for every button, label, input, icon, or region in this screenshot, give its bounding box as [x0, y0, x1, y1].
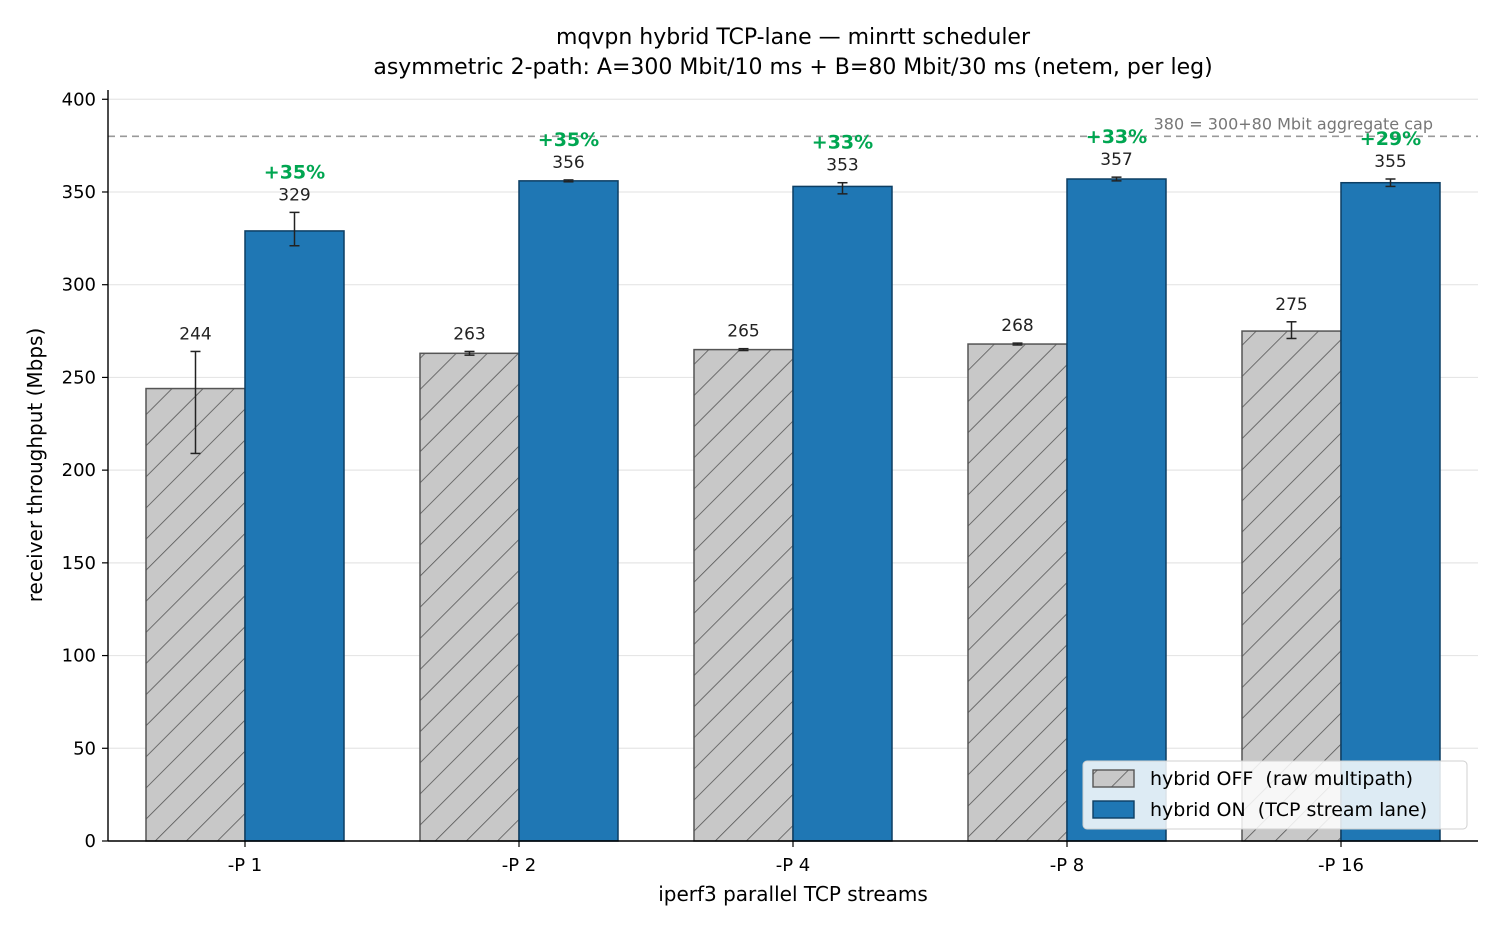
bar-off-3 [967, 343, 1068, 842]
legend: hybrid OFF (raw multipath) hybrid ON (TCP… [1082, 760, 1468, 830]
bar-off-1 [419, 352, 520, 842]
value-label-1-0: 329 [278, 185, 310, 205]
x-axis-label: iperf3 parallel TCP streams [658, 882, 928, 906]
x-tick-label-3: -P 8 [1050, 855, 1085, 876]
axes: 0 50 100 150 200 250 300 350 400 -P 1 -P 2 -P 4 -P 8… [62, 89, 1478, 876]
value-label-1-1: 356 [552, 153, 584, 173]
y-tick-label-7: 350 [62, 182, 96, 203]
bar-on-3 [1066, 178, 1167, 842]
x-tick-label-4: -P 16 [1318, 855, 1364, 876]
y-tick-label-5: 250 [62, 367, 96, 388]
y-tick-label-0: 0 [85, 831, 96, 852]
bar-off-2 [693, 348, 794, 842]
chart-title: mqvpn hybrid TCP-lane — minrtt scheduler [556, 25, 1031, 50]
legend-box [1082, 760, 1468, 830]
chart-subtitle: asymmetric 2-path: A=300 Mbit/10 ms + B=… [373, 55, 1212, 80]
value-label-0-2: 265 [727, 322, 759, 342]
value-label-0-1: 263 [453, 324, 485, 344]
value-label-1-3: 357 [1100, 150, 1132, 170]
value-label-0-0: 244 [179, 324, 211, 344]
legend-label-0: hybrid OFF (raw multipath) [1150, 768, 1413, 790]
improvement-label-2: +33% [812, 132, 873, 154]
legend-swatch-0 [1092, 769, 1135, 788]
reference-line-label: 380 = 300+80 Mbit aggregate cap [1154, 114, 1433, 133]
bar-off-4 [1241, 330, 1342, 842]
bars: 244329+35%263356+35%265353+33%268357+33%… [145, 126, 1441, 842]
y-tick-label-8: 400 [62, 89, 96, 110]
improvement-label-3: +33% [1086, 126, 1147, 148]
y-axis-label: receiver throughput (Mbps) [23, 328, 47, 603]
legend-label-1: hybrid ON (TCP stream lane) [1150, 799, 1427, 821]
x-tick-label-0: -P 1 [228, 855, 263, 876]
bar-on-1 [518, 180, 619, 842]
y-tick-label-2: 100 [62, 646, 96, 667]
legend-swatch-1 [1092, 800, 1135, 819]
reference-line: 380 = 300+80 Mbit aggregate cap [108, 114, 1478, 138]
x-tick-label-2: -P 4 [776, 855, 811, 876]
bar-on-0 [244, 230, 345, 842]
improvement-label-1: +35% [538, 129, 599, 151]
y-tick-label-1: 50 [73, 738, 96, 759]
bar-off-0 [145, 387, 246, 842]
value-label-1-2: 353 [826, 156, 858, 176]
improvement-label-4: +29% [1360, 128, 1421, 150]
y-tick-label-4: 200 [62, 460, 96, 481]
bar-on-4 [1340, 181, 1441, 842]
value-label-1-4: 355 [1374, 152, 1406, 172]
y-tick-label-3: 150 [62, 553, 96, 574]
y-tick-label-6: 300 [62, 275, 96, 296]
bar-on-2 [792, 185, 893, 842]
x-tick-label-1: -P 2 [502, 855, 537, 876]
value-label-0-4: 275 [1275, 295, 1307, 315]
improvement-label-0: +35% [264, 161, 325, 183]
value-label-0-3: 268 [1001, 316, 1033, 336]
